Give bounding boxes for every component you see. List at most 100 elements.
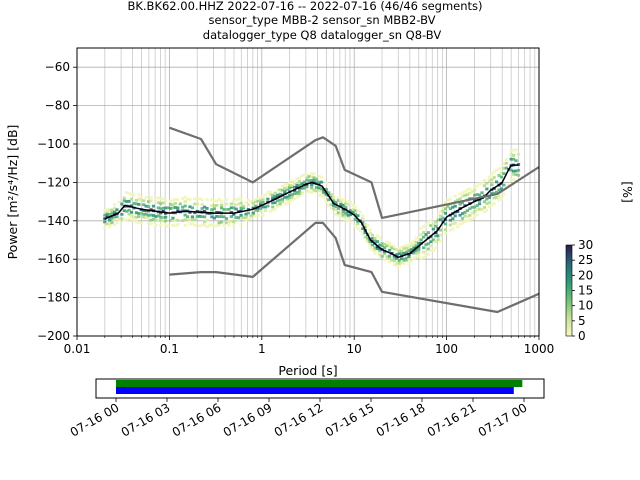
- density-cell: [356, 209, 360, 213]
- density-cell: [271, 201, 275, 205]
- density-cell: [217, 197, 221, 201]
- density-cell: [222, 224, 226, 228]
- coverage-bar-green: [116, 380, 523, 387]
- density-cell: [458, 222, 462, 226]
- density-cell: [251, 206, 255, 210]
- density-cell: [232, 224, 236, 228]
- density-cell: [482, 184, 487, 188]
- density-cell: [324, 181, 328, 185]
- density-cell: [329, 193, 333, 196]
- density-cell: [302, 186, 306, 190]
- density-cell: [348, 201, 353, 205]
- y-tick-label: −140: [37, 214, 70, 228]
- density-cell: [385, 255, 389, 259]
- density-cell: [178, 202, 182, 206]
- density-cell: [344, 202, 348, 206]
- density-cell: [198, 214, 202, 218]
- density-cell: [448, 197, 452, 201]
- density-cell: [339, 211, 343, 215]
- density-cell: [239, 213, 243, 217]
- density-cell: [439, 239, 443, 243]
- density-cell: [246, 203, 250, 207]
- density-cell: [512, 172, 516, 176]
- density-cell: [127, 199, 131, 203]
- density-cell: [185, 215, 190, 219]
- density-cell: [477, 207, 482, 211]
- density-cell: [117, 200, 122, 204]
- density-cell: [426, 242, 431, 246]
- density-cell: [149, 196, 153, 199]
- density-cell: [495, 190, 499, 194]
- density-cell: [417, 236, 421, 240]
- density-cell: [288, 200, 292, 204]
- density-cell: [164, 198, 168, 202]
- density-cell: [224, 221, 229, 225]
- density-cell: [426, 220, 431, 224]
- density-cell: [142, 199, 146, 203]
- density-cell: [258, 209, 263, 213]
- density-cell: [463, 194, 467, 197]
- density-cell: [220, 203, 224, 207]
- x-tick-label: 0.01: [64, 342, 91, 356]
- density-cell: [426, 247, 431, 251]
- density-cell: [275, 205, 280, 208]
- density-cell: [358, 210, 362, 214]
- density-cell: [443, 231, 448, 235]
- density-cell: [137, 215, 141, 218]
- density-cell: [271, 196, 275, 200]
- density-cell: [205, 206, 209, 210]
- density-cell: [176, 206, 180, 210]
- density-cell: [458, 197, 462, 201]
- density-cell: [144, 204, 148, 208]
- density-cell: [251, 211, 255, 215]
- density-cell: [258, 196, 263, 200]
- density-cell: [254, 214, 258, 218]
- density-cell: [168, 199, 173, 203]
- density-cell: [516, 173, 521, 177]
- density-cell: [295, 190, 299, 194]
- density-cell: [492, 170, 496, 174]
- density-cell: [283, 190, 287, 194]
- density-cell: [173, 206, 177, 209]
- density-cell: [509, 152, 513, 156]
- density-cell: [404, 252, 409, 255]
- density-cell: [215, 199, 219, 203]
- density-cell: [142, 215, 146, 219]
- density-cell: [412, 256, 416, 260]
- density-cell: [164, 219, 168, 223]
- density-cell: [227, 207, 231, 211]
- density-cell: [451, 222, 455, 225]
- density-cell: [341, 215, 345, 219]
- density-cell: [239, 196, 243, 200]
- density-cell: [363, 235, 367, 239]
- colorbar-tick-label: 10: [578, 299, 593, 313]
- timeline-tick-label: 07-16 15: [323, 400, 377, 439]
- density-cell: [173, 224, 177, 228]
- density-cell: [112, 210, 117, 214]
- density-cell: [358, 229, 362, 233]
- density-cell: [324, 187, 328, 191]
- density-cell: [475, 197, 479, 201]
- density-cell: [229, 215, 233, 218]
- density-cell: [492, 196, 496, 200]
- density-cell: [261, 213, 265, 217]
- density-cell: [200, 207, 204, 210]
- density-cell: [154, 218, 158, 222]
- density-cell: [361, 232, 365, 236]
- density-cell: [460, 201, 465, 205]
- density-cell: [275, 199, 280, 203]
- density-cell: [375, 240, 379, 243]
- density-cell: [341, 203, 345, 207]
- density-cell: [514, 173, 518, 177]
- density-cell: [232, 220, 236, 224]
- density-cell: [310, 178, 314, 182]
- density-cell: [453, 214, 457, 218]
- density-cell: [310, 175, 314, 179]
- density-cell: [348, 213, 353, 217]
- density-cell: [339, 200, 343, 203]
- density-cell: [110, 221, 114, 225]
- x-tick-label: 1: [258, 342, 266, 356]
- density-cell: [378, 254, 382, 258]
- density-cell: [156, 201, 160, 205]
